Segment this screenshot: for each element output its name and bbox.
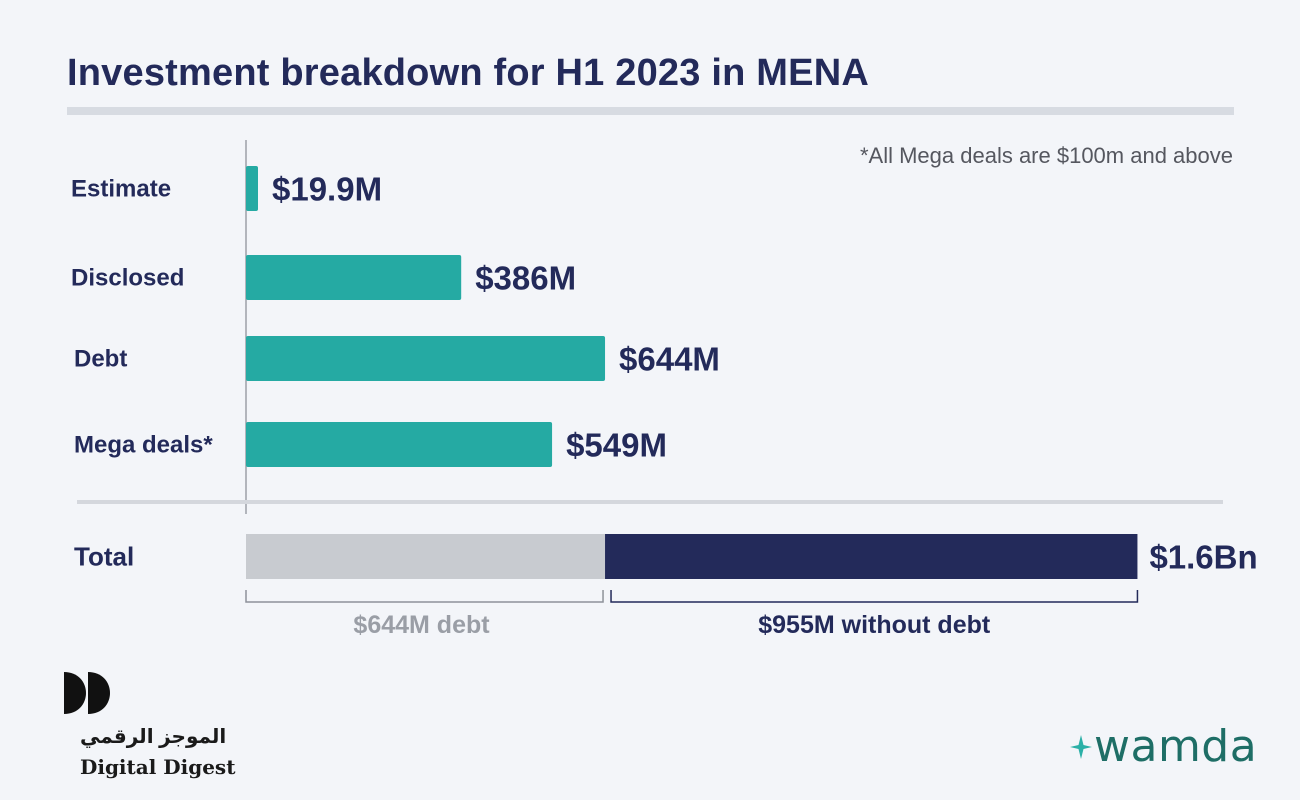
chart-title: Investment breakdown for H1 2023 in MENA	[67, 52, 869, 94]
investment-bar-chart: Estimate $19.9M Disclosed $386M Debt $644M Meg…	[71, 140, 1258, 639]
digital-digest-arabic: الموجز الرقمي	[80, 726, 227, 748]
wamda-wordmark: wamda	[1094, 721, 1258, 772]
total-debt-segment	[246, 534, 606, 579]
bar-disclosed	[246, 255, 462, 300]
mega-deals-footnote: *All Mega deals are $100m and above	[859, 143, 1233, 168]
wamda-logo: wamda	[1068, 725, 1257, 769]
total-label: Total	[74, 542, 134, 572]
total-non-debt-segment	[605, 534, 1138, 579]
bar-value-label: $386M	[475, 260, 576, 297]
digital-digest-name: Digital Digest	[80, 755, 236, 779]
debt-bracket	[245, 590, 604, 603]
bar-mega-deals-	[246, 422, 553, 467]
non-debt-segment-label: $955M without debt	[758, 611, 991, 639]
bar-debt	[246, 336, 606, 381]
category-label: Mega deals*	[74, 432, 213, 459]
bar-value-label: $549M	[566, 427, 667, 464]
non-debt-bracket	[610, 590, 1139, 603]
category-label: Estimate	[71, 176, 171, 203]
bar-value-label: $19.9M	[272, 171, 382, 208]
sparkle-icon	[1070, 735, 1092, 759]
category-label: Disclosed	[71, 265, 184, 292]
total-value-label: $1.6Bn	[1149, 539, 1257, 576]
debt-segment-label: $644M debt	[353, 611, 490, 639]
digital-digest-mark-icon	[64, 672, 110, 714]
bar-estimate	[246, 166, 258, 211]
bar-value-label: $644M	[619, 341, 720, 378]
digital-digest-logo	[62, 670, 222, 721]
category-label: Debt	[74, 346, 127, 373]
title-divider	[67, 107, 1234, 115]
